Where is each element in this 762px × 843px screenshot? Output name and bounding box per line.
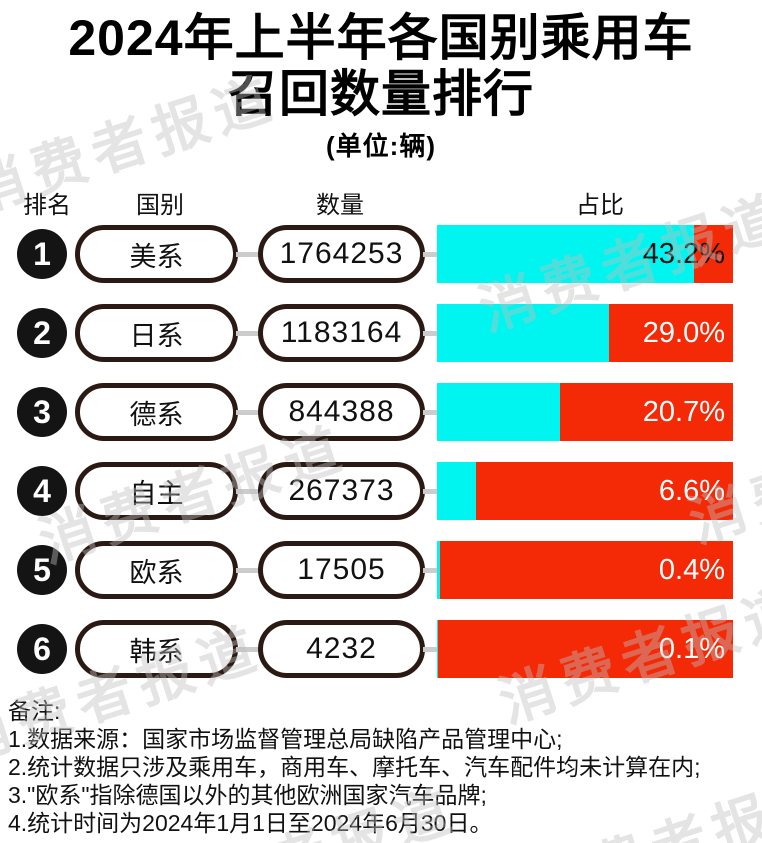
country-pill: 韩系	[75, 620, 238, 678]
quantity-pill: 1764253	[258, 225, 425, 283]
quantity-pill: 4232	[258, 620, 425, 678]
rank-number: 5	[33, 551, 51, 588]
rank-badge: 6	[17, 624, 67, 674]
rank-number: 3	[33, 393, 51, 430]
note-line: 1.数据来源：国家市场监督管理总局缺陷产品管理中心;	[8, 726, 563, 752]
note-line: 3."欧系"指除德国以外的其他欧洲国家汽车品牌;	[8, 782, 487, 808]
connector-line	[423, 489, 439, 494]
country-pill: 自主	[75, 462, 238, 520]
rank-number: 1	[33, 235, 51, 272]
rank-badge: 5	[17, 545, 67, 595]
rank-number: 2	[33, 314, 51, 351]
quantity-value: 1183164	[280, 316, 403, 349]
bar-value-segment	[437, 383, 560, 441]
quantity-value: 267373	[288, 474, 395, 507]
connector-line	[236, 568, 261, 573]
ranking-row: 6 韩系 4232 0.1%	[0, 620, 762, 678]
quantity-pill: 267373	[258, 462, 425, 520]
quantity-pill: 844388	[258, 383, 425, 441]
rank-number: 6	[33, 630, 51, 667]
bar-value-segment	[437, 541, 440, 599]
connector-line	[423, 410, 439, 415]
note-line: 2.统计数据只涉及乘用车，商用车、摩托车、汽车配件均未计算在内;	[8, 754, 701, 780]
country-label: 韩系	[129, 636, 184, 667]
share-percent-label: 20.7%	[642, 395, 725, 428]
country-pill: 德系	[75, 383, 238, 441]
share-bar: 0.1%	[437, 620, 733, 678]
bar-value-segment	[437, 462, 476, 520]
connector-line	[423, 568, 439, 573]
ranking-row: 1 美系 1764253 43.2%	[0, 225, 762, 283]
page-title-line1: 2024年上半年各国别乘用车	[68, 10, 694, 66]
column-header-quantity: 数量	[316, 192, 364, 219]
rank-badge: 3	[17, 387, 67, 437]
country-label: 自主	[129, 478, 184, 509]
bar-value-segment	[437, 620, 438, 678]
quantity-pill: 17505	[258, 541, 425, 599]
country-label: 美系	[129, 241, 184, 272]
country-pill: 欧系	[75, 541, 238, 599]
quantity-value: 4232	[306, 632, 377, 665]
bar-remainder-segment	[693, 225, 733, 283]
share-bar: 6.6%	[437, 462, 733, 520]
rank-number: 4	[33, 472, 51, 509]
rank-badge: 2	[17, 308, 67, 358]
column-header-country: 国别	[136, 192, 184, 219]
page-title-line2: 召回数量排行	[228, 66, 534, 122]
quantity-pill: 1183164	[258, 304, 425, 362]
country-label: 欧系	[129, 557, 184, 588]
connector-line	[236, 489, 261, 494]
ranking-row: 2 日系 1183164 29.0%	[0, 304, 762, 362]
note-line: 4.统计时间为2024年1月1日至2024年6月30日。	[8, 810, 493, 836]
bar-remainder-segment	[437, 620, 733, 678]
connector-line	[236, 252, 261, 257]
quantity-value: 1764253	[279, 237, 404, 270]
share-bar: 0.4%	[437, 541, 733, 599]
bar-remainder-segment	[609, 304, 733, 362]
quantity-value: 844388	[288, 395, 395, 428]
share-bar: 20.7%	[437, 383, 733, 441]
connector-line	[423, 252, 439, 257]
share-bar: 43.2%	[437, 225, 733, 283]
connector-line	[423, 647, 439, 652]
connector-line	[236, 410, 261, 415]
share-percent-label: 0.4%	[658, 553, 725, 586]
share-percent-label: 0.1%	[658, 632, 725, 665]
country-label: 德系	[129, 399, 184, 430]
connector-line	[236, 647, 261, 652]
rank-badge: 1	[17, 229, 67, 279]
bar-value-segment	[437, 225, 694, 283]
ranking-row: 4 自主 267373 6.6%	[0, 462, 762, 520]
connector-line	[423, 331, 439, 336]
bar-remainder-segment	[559, 383, 733, 441]
share-bar: 29.0%	[437, 304, 733, 362]
share-percent-label: 43.2%	[642, 237, 725, 270]
country-pill: 美系	[75, 225, 238, 283]
ranking-row: 5 欧系 17505 0.4%	[0, 541, 762, 599]
rank-badge: 4	[17, 466, 67, 516]
notes-heading: 备注:	[8, 698, 61, 724]
share-percent-label: 29.0%	[642, 316, 725, 349]
quantity-value: 17505	[297, 553, 386, 586]
connector-line	[236, 331, 261, 336]
title-block: 2024年上半年各国别乘用车 召回数量排行 (单位:辆)	[0, 10, 762, 163]
ranking-row: 3 德系 844388 20.7%	[0, 383, 762, 441]
country-pill: 日系	[75, 304, 238, 362]
country-label: 日系	[129, 320, 184, 351]
bar-value-segment	[437, 304, 610, 362]
unit-label: (单位:辆)	[326, 131, 436, 161]
notes-block: 备注: 1.数据来源：国家市场监督管理总局缺陷产品管理中心; 2.统计数据只涉及…	[8, 697, 762, 837]
column-header-share: 占比	[576, 192, 624, 219]
bar-remainder-segment	[475, 462, 733, 520]
bar-remainder-segment	[439, 541, 733, 599]
column-header-rank: 排名	[23, 192, 71, 219]
share-percent-label: 6.6%	[658, 474, 725, 507]
